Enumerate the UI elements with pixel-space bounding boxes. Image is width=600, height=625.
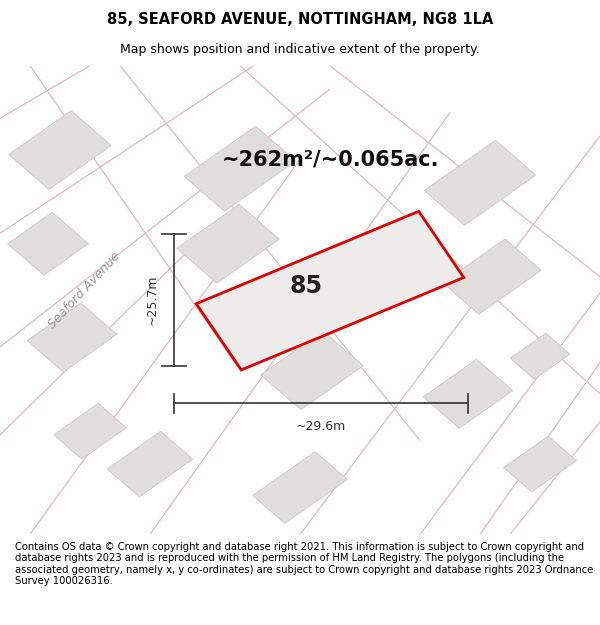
- Text: 85: 85: [290, 274, 323, 298]
- Polygon shape: [8, 213, 88, 275]
- Polygon shape: [503, 436, 577, 492]
- Polygon shape: [9, 111, 111, 189]
- Polygon shape: [177, 204, 279, 283]
- Text: 85, SEAFORD AVENUE, NOTTINGHAM, NG8 1LA: 85, SEAFORD AVENUE, NOTTINGHAM, NG8 1LA: [107, 12, 493, 27]
- Polygon shape: [253, 452, 347, 523]
- Polygon shape: [196, 211, 464, 370]
- Text: ~262m²/~0.065ac.: ~262m²/~0.065ac.: [221, 149, 439, 169]
- Polygon shape: [423, 359, 513, 428]
- Text: Seaford Avenue: Seaford Avenue: [46, 250, 122, 331]
- Polygon shape: [443, 239, 541, 314]
- Text: ~25.7m: ~25.7m: [146, 275, 159, 325]
- Polygon shape: [424, 140, 536, 226]
- Polygon shape: [261, 331, 363, 409]
- Text: Contains OS data © Crown copyright and database right 2021. This information is : Contains OS data © Crown copyright and d…: [15, 542, 593, 586]
- Polygon shape: [107, 431, 193, 497]
- Polygon shape: [184, 126, 296, 211]
- Polygon shape: [53, 403, 127, 459]
- Text: ~29.6m: ~29.6m: [296, 419, 346, 432]
- Polygon shape: [27, 303, 117, 372]
- Text: Map shows position and indicative extent of the property.: Map shows position and indicative extent…: [120, 42, 480, 56]
- Polygon shape: [510, 333, 570, 379]
